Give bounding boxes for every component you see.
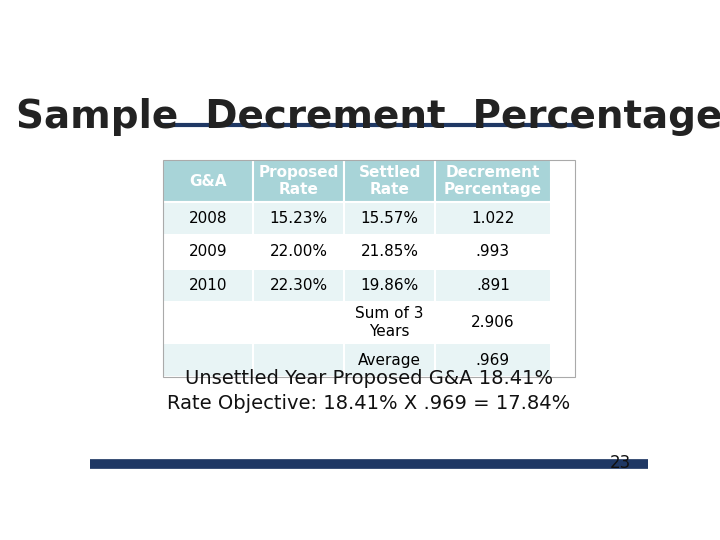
- FancyBboxPatch shape: [344, 268, 435, 302]
- FancyBboxPatch shape: [344, 235, 435, 268]
- Text: .891: .891: [476, 278, 510, 293]
- FancyBboxPatch shape: [253, 268, 344, 302]
- Text: 15.57%: 15.57%: [361, 211, 418, 226]
- Text: .993: .993: [476, 245, 510, 259]
- Text: 22.00%: 22.00%: [270, 245, 328, 259]
- Text: 15.23%: 15.23%: [270, 211, 328, 226]
- Text: 1.022: 1.022: [471, 211, 515, 226]
- Text: Unsettled Year Proposed G&A 18.41%: Unsettled Year Proposed G&A 18.41%: [185, 369, 553, 388]
- FancyBboxPatch shape: [344, 343, 435, 377]
- FancyBboxPatch shape: [163, 343, 253, 377]
- FancyBboxPatch shape: [163, 202, 253, 235]
- Text: Proposed
Rate: Proposed Rate: [258, 165, 339, 198]
- Text: Decrement
Percentage: Decrement Percentage: [444, 165, 542, 198]
- FancyBboxPatch shape: [344, 202, 435, 235]
- FancyBboxPatch shape: [435, 343, 551, 377]
- FancyBboxPatch shape: [253, 235, 344, 268]
- FancyBboxPatch shape: [163, 302, 253, 343]
- FancyBboxPatch shape: [163, 268, 253, 302]
- FancyBboxPatch shape: [163, 235, 253, 268]
- FancyBboxPatch shape: [253, 343, 344, 377]
- Text: Average: Average: [358, 353, 421, 368]
- Text: 2009: 2009: [189, 245, 228, 259]
- FancyBboxPatch shape: [435, 202, 551, 235]
- FancyBboxPatch shape: [253, 302, 344, 343]
- FancyBboxPatch shape: [163, 160, 253, 202]
- FancyBboxPatch shape: [253, 160, 344, 202]
- FancyBboxPatch shape: [344, 160, 435, 202]
- Text: G&A: G&A: [189, 174, 227, 188]
- Text: 19.86%: 19.86%: [361, 278, 419, 293]
- Text: 2.906: 2.906: [471, 315, 515, 330]
- FancyBboxPatch shape: [253, 202, 344, 235]
- Text: 21.85%: 21.85%: [361, 245, 418, 259]
- Text: Settled
Rate: Settled Rate: [359, 165, 420, 198]
- Text: Sample  Decrement  Percentage: Sample Decrement Percentage: [16, 98, 720, 136]
- Text: 2010: 2010: [189, 278, 228, 293]
- FancyBboxPatch shape: [435, 160, 551, 202]
- Text: 2008: 2008: [189, 211, 228, 226]
- Text: Rate Objective: 18.41% X .969 = 17.84%: Rate Objective: 18.41% X .969 = 17.84%: [167, 394, 571, 413]
- FancyBboxPatch shape: [435, 268, 551, 302]
- FancyBboxPatch shape: [435, 302, 551, 343]
- FancyBboxPatch shape: [435, 235, 551, 268]
- Text: Sum of 3
Years: Sum of 3 Years: [356, 306, 424, 339]
- Text: .969: .969: [476, 353, 510, 368]
- Text: 23: 23: [610, 454, 631, 472]
- Text: 22.30%: 22.30%: [270, 278, 328, 293]
- FancyBboxPatch shape: [344, 302, 435, 343]
